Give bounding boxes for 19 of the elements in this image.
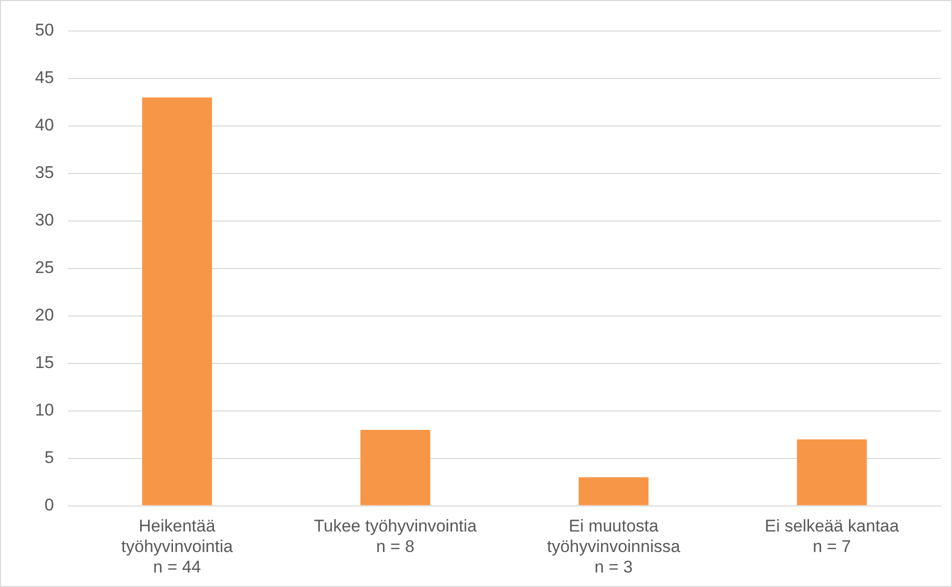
bar <box>796 439 867 506</box>
y-tick-label: 30 <box>34 210 54 230</box>
y-tick-label: 25 <box>34 258 54 278</box>
y-tick-label: 15 <box>34 353 54 372</box>
x-tick-label: Ei muutosta työhyvinvoinnissa n = 3 <box>546 516 681 576</box>
y-tick-label: 50 <box>34 20 54 40</box>
bar <box>360 430 430 506</box>
bar <box>142 97 212 506</box>
y-tick-label: 20 <box>34 306 54 325</box>
y-tick-label: 35 <box>34 163 54 182</box>
bar <box>578 477 649 506</box>
y-tick-label: 5 <box>44 448 54 468</box>
y-tick-label: 0 <box>44 495 54 514</box>
y-tick-label: 40 <box>34 116 54 135</box>
x-tick-label: Heikentää työhyvinvointia n = 44 <box>121 516 234 576</box>
y-tick-label: 45 <box>34 68 54 88</box>
x-tick-label: Tukee työhyvinvointia n = 8 <box>314 516 478 556</box>
x-tick-label: Ei selkeää kantaa n = 7 <box>764 516 900 556</box>
y-tick-label: 10 <box>34 400 54 420</box>
